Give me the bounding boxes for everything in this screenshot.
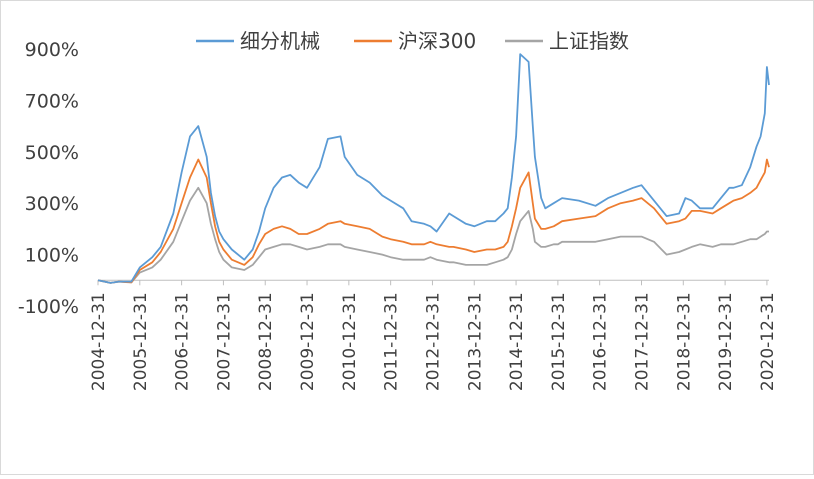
y-tick-label: -100%	[18, 296, 79, 318]
legend-label-0: 细分机械	[240, 29, 320, 53]
x-tick-label: 2004-12-31	[89, 292, 109, 391]
y-tick-label: 300%	[25, 193, 79, 215]
series-line-0	[97, 53, 770, 284]
series-group	[97, 53, 770, 284]
y-tick-label: 500%	[25, 142, 79, 164]
legend-label-1: 沪深300	[398, 29, 476, 53]
y-tick-label: 100%	[25, 245, 79, 267]
x-tick-label: 2009-12-31	[298, 292, 318, 391]
x-tick-label: 2017-12-31	[632, 292, 652, 391]
series-line-2	[97, 186, 769, 284]
legend-label-2: 上证指数	[549, 29, 629, 53]
x-tick-label: 2014-12-31	[507, 292, 527, 391]
x-tick-label: 2015-12-31	[549, 292, 569, 391]
x-tick-label: 2020-12-31	[758, 292, 778, 391]
series-line-1	[97, 158, 770, 284]
x-tick-label: 2012-12-31	[423, 292, 443, 391]
y-tick-label: 700%	[25, 90, 79, 112]
x-axis: 2004-12-31 2005-12-31 2006-12-31 2007-12-31…	[89, 280, 778, 391]
x-tick-label: 2008-12-31	[256, 292, 276, 391]
x-tick-label: 2007-12-31	[214, 292, 234, 391]
x-tick-label: 2010-12-31	[340, 292, 360, 391]
x-tick-label: 2006-12-31	[173, 292, 193, 391]
x-tick-label: 2005-12-31	[131, 292, 151, 391]
x-tick-label: 2019-12-31	[716, 292, 736, 391]
y-tick-label: 900%	[25, 39, 79, 61]
legend: 细分机械 沪深300 上证指数	[196, 29, 629, 53]
x-tick-label: 2018-12-31	[674, 292, 694, 391]
x-tick-label: 2016-12-31	[591, 292, 611, 391]
y-axis: 900% 700% 500% 300% 100% -100%	[18, 39, 79, 318]
x-tick-label: 2013-12-31	[465, 292, 485, 391]
x-tick-label: 2011-12-31	[382, 292, 402, 391]
